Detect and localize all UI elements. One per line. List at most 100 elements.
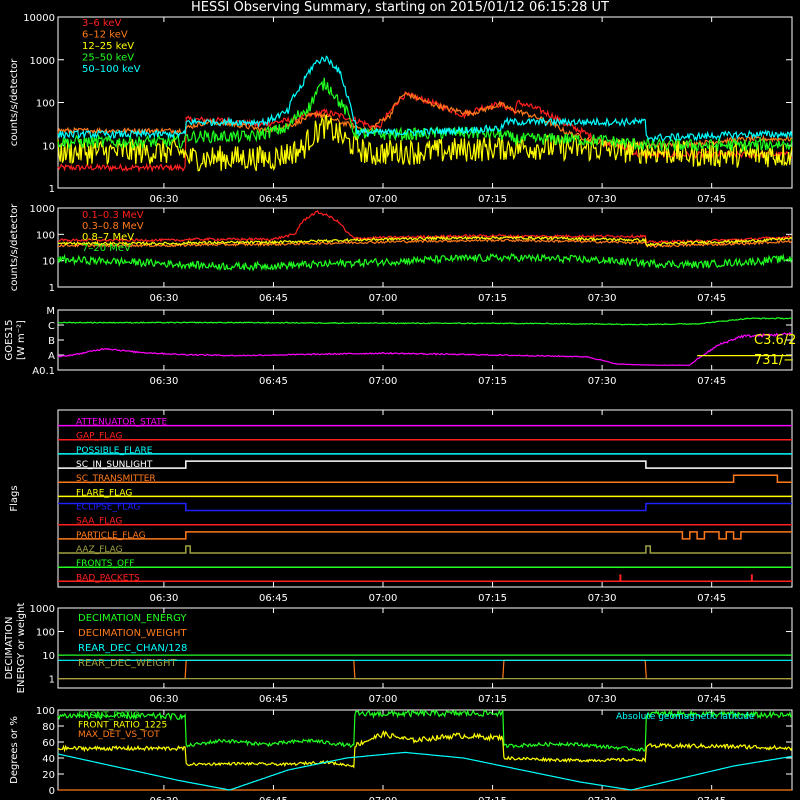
time-tick-label: 06:45 (259, 293, 288, 304)
time-tick-label: 07:00 (369, 194, 398, 205)
y-axis-label: Flags (9, 485, 20, 511)
y-tick-label: 100 (36, 628, 55, 639)
time-tick-label: 07:15 (478, 293, 507, 304)
flag-label: BAD_PACKETS (76, 573, 140, 583)
time-tick-label: 07:30 (588, 293, 617, 304)
y-tick-label: A0.1 (32, 366, 55, 377)
y-axis-label-2: ENERGY or weight (16, 603, 27, 694)
time-tick-label: 07:15 (478, 376, 507, 387)
legend-entry: 0.1–0.3 MeV (82, 210, 144, 221)
time-tick-label: 06:45 (259, 194, 288, 205)
y-tick-label: 10 (42, 651, 55, 662)
series-line (57, 252, 793, 272)
panel3-frame (57, 309, 793, 371)
series-line (57, 114, 793, 172)
y-tick-label: 10000 (23, 13, 55, 24)
legend-entry: DECIMATION_WEIGHT (78, 628, 187, 639)
time-tick-label: 06:45 (259, 796, 288, 800)
legend-entry: MAX_DET_VS_TOT (78, 730, 160, 740)
y-tick-label: 1000 (30, 56, 55, 67)
y-tick-label: 100 (36, 99, 55, 110)
time-tick-label: 07:45 (697, 293, 726, 304)
time-tick-label: 07:15 (478, 694, 507, 705)
legend-entry: REAR_DEC_CHAN/128 (78, 643, 187, 654)
y-tick-label: 1000 (30, 204, 55, 215)
panel3: 06:30 06:45 07:00 07:15 07:30 07:45 GOES15 [W m… (4, 306, 796, 387)
legend-entry: 3–6 keV (82, 18, 121, 29)
series-line (57, 751, 793, 791)
time-tick-label: 07:45 (697, 694, 726, 705)
panel1-frame (57, 16, 793, 189)
y-tick-label: 1 (49, 675, 55, 686)
panel4-frame (57, 409, 793, 588)
time-tick-label: 07:00 (369, 593, 398, 604)
series-line (57, 91, 793, 151)
goes-class-annotation: C3.6/2 (754, 333, 796, 348)
y-axis-label: counts/s/detector (9, 58, 20, 146)
time-tick-label: 07:30 (588, 796, 617, 800)
y-axis-label: GOES15 (4, 319, 15, 360)
flag-label: AAZ_FLAG (76, 545, 123, 555)
panel2: 06:30 06:45 07:00 07:15 07:30 07:45 counts/s/d… (9, 203, 793, 304)
y-tick-label: 60 (42, 738, 55, 749)
time-tick-label: 06:30 (149, 376, 178, 387)
legend-entry: 25–50 keV (82, 53, 134, 64)
time-tick-label: 06:30 (149, 694, 178, 705)
y-tick-label: 40 (42, 754, 55, 765)
time-tick-label: 06:30 (149, 796, 178, 800)
right-legend-entry: Absolute geomagnetic latitude (616, 712, 755, 722)
time-tick-label: 07:45 (697, 796, 726, 800)
panel2-frame (57, 207, 793, 288)
flag-label: SC_IN_SUNLIGHT (76, 460, 153, 470)
flag-line (58, 460, 792, 469)
time-tick-label: 06:45 (259, 376, 288, 387)
y-tick-label: 0 (49, 786, 55, 797)
time-tick-label: 06:30 (149, 293, 178, 304)
panel4: 06:30 06:45 07:00 07:15 07:30 07:45 Flags ATTEN… (9, 409, 793, 604)
flag-label: GAP_FLAG (76, 432, 122, 442)
time-tick-label: 07:30 (588, 376, 617, 387)
flag-label: FLARE_FLAG (76, 488, 132, 498)
legend-entry: 7–20 MeV (82, 243, 131, 254)
legend-entry: FRONT_RATIO_1225 (78, 721, 167, 731)
panel5: 06:30 06:45 07:00 07:15 07:30 07:45 DECIMATION… (4, 603, 793, 705)
time-tick-label: 07:00 (369, 694, 398, 705)
flag-line (58, 474, 792, 483)
y-tick-label: 20 (42, 770, 55, 781)
time-tick-label: 07:30 (588, 593, 617, 604)
series-line (57, 77, 793, 152)
series-line (57, 55, 793, 143)
y-tick-label: 100 (36, 706, 55, 717)
flag-line (58, 531, 792, 540)
time-tick-label: 06:45 (259, 694, 288, 705)
y-axis-label-2: [W m⁻²] (16, 320, 27, 360)
series-line (57, 331, 793, 367)
flag-label: PARTICLE_FLAG (76, 531, 146, 541)
legend-entry: DECIMATION_ENERGY (78, 613, 187, 624)
y-tick-label: 10 (42, 141, 55, 152)
goes-annotation: 731/− (754, 353, 794, 368)
legend-entry: 0.8–7 MeV (82, 232, 134, 243)
time-tick-label: 06:45 (259, 593, 288, 604)
y-tick-label: C (48, 321, 55, 332)
flag-line (58, 545, 792, 554)
flag-label: POSSIBLE_FLARE (76, 446, 153, 456)
flag-label: FRONTS_OFF (76, 559, 134, 569)
flag-label: SC_TRANSMITTER (76, 474, 156, 484)
time-tick-label: 07:00 (369, 293, 398, 304)
time-tick-label: 07:30 (588, 694, 617, 705)
y-axis-label: Degrees or % (9, 716, 20, 784)
time-tick-label: 07:45 (697, 593, 726, 604)
time-tick-label: 07:45 (697, 376, 726, 387)
y-tick-label: A (48, 351, 55, 362)
time-tick-label: 07:00 (369, 796, 398, 800)
panel1: 06:30 06:45 07:00 07:15 07:30 07:45 counts/s/d… (9, 13, 793, 205)
flag-label: SAA_FLAG (76, 517, 122, 527)
series-line (57, 238, 793, 248)
time-tick-label: 07:15 (478, 796, 507, 800)
y-tick-label: 1 (49, 283, 55, 294)
legend-entry: FRONT_RATIO (78, 711, 140, 721)
y-tick-label: 80 (42, 722, 55, 733)
y-tick-label: 1000 (30, 604, 55, 615)
y-tick-label: 100 (36, 230, 55, 241)
